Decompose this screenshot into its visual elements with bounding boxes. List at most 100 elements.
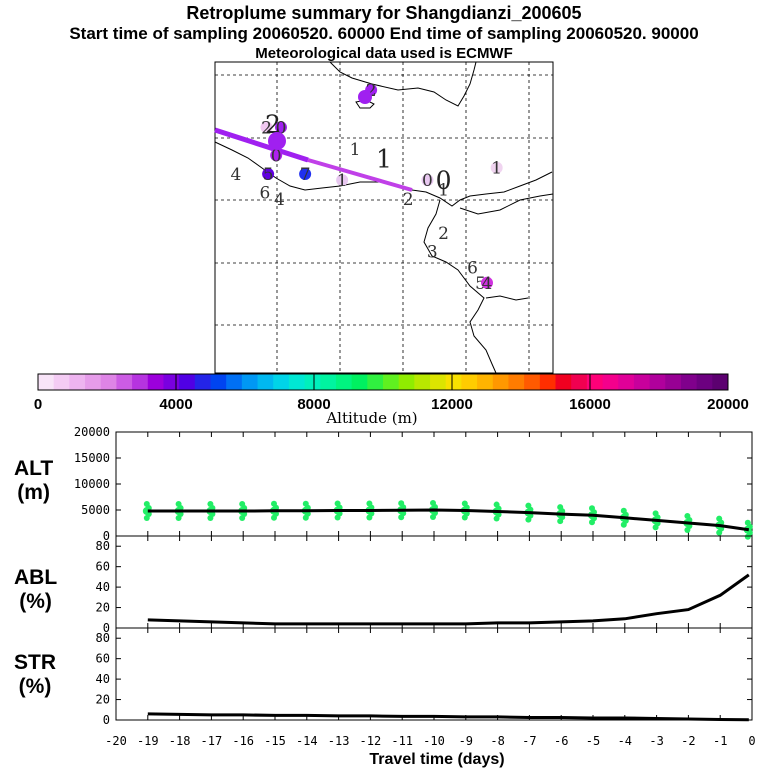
colorbar-swatch bbox=[430, 374, 447, 390]
colorbar-swatch bbox=[304, 374, 321, 390]
colorbar-swatch bbox=[633, 374, 651, 390]
marker-day-label: 2 bbox=[438, 224, 449, 244]
str-ytick-label: 60 bbox=[96, 652, 110, 666]
x-tick-label: -1 bbox=[713, 734, 727, 748]
alt-plume-dot bbox=[302, 514, 309, 521]
marker-day-label: 1 bbox=[350, 140, 361, 160]
colorbar-label: Altitude (m) bbox=[325, 409, 417, 427]
colorbar-frame bbox=[37, 373, 729, 391]
str-ytick-label: 20 bbox=[96, 693, 110, 707]
abl-unit: (%) bbox=[19, 590, 52, 613]
marker-day-label: 7 bbox=[300, 165, 311, 185]
marker-dot bbox=[336, 174, 349, 187]
alt-plume-dot bbox=[684, 527, 691, 533]
colorbar-swatch bbox=[461, 374, 478, 390]
abl-ytick-label: 0 bbox=[103, 621, 110, 635]
x-tick-label: -3 bbox=[649, 734, 663, 748]
str-ytick-label: 80 bbox=[96, 631, 110, 645]
alt-plume-dot bbox=[366, 514, 373, 521]
alt-ytick-label: 5000 bbox=[81, 503, 110, 517]
colorbar-swatch bbox=[85, 374, 102, 390]
marker-day-label: 0 bbox=[271, 146, 282, 166]
coastline-bohai bbox=[423, 199, 497, 374]
alt-plume-dot bbox=[430, 514, 436, 520]
colorbar-tick-label: 0 bbox=[34, 396, 42, 413]
colorbar-swatch bbox=[100, 374, 117, 390]
alt-plume-dot bbox=[175, 515, 182, 522]
alt-plume-dot bbox=[271, 514, 277, 521]
alt-plume-dot bbox=[334, 514, 341, 521]
x-tick-label: -4 bbox=[618, 734, 632, 748]
marker-dot bbox=[490, 161, 503, 174]
time-series-panels: 20000150001000050000806040200806040200-2… bbox=[74, 425, 756, 748]
colorbar-swatch bbox=[38, 374, 55, 390]
str-frame bbox=[115, 627, 753, 721]
marker-day-label: 0 bbox=[422, 171, 433, 191]
colorbar-swatch bbox=[492, 374, 509, 390]
x-tick-label: -20 bbox=[105, 734, 127, 748]
colorbar-swatch bbox=[320, 374, 337, 390]
x-tick-label: -12 bbox=[360, 734, 382, 748]
alt-panel-title: ALT (m) bbox=[14, 457, 53, 505]
abl-ytick-label: 80 bbox=[96, 539, 110, 553]
colorbar-tick-label: 8000 bbox=[297, 396, 330, 413]
str-series-line bbox=[147, 712, 749, 722]
meteo-source: Meteorological data used is ECMWF bbox=[255, 45, 513, 62]
alt-plume-dot bbox=[207, 515, 214, 522]
colorbar-swatch bbox=[398, 374, 415, 390]
chart-title: Retroplume summary for Shangdianzi_20060… bbox=[186, 3, 582, 23]
colorbar-swatch bbox=[508, 374, 525, 390]
colorbar-swatch bbox=[414, 374, 431, 390]
colorbar-swatch bbox=[712, 374, 729, 390]
colorbar-swatch bbox=[194, 374, 211, 390]
colorbar-swatch bbox=[477, 374, 494, 390]
str-ytick-label: 40 bbox=[96, 672, 110, 686]
colorbar-swatch bbox=[163, 374, 180, 390]
x-tick-label: -6 bbox=[554, 734, 568, 748]
colorbar-swatch bbox=[665, 374, 682, 390]
str-name: STR bbox=[14, 651, 56, 674]
colorbar-ticks: 0 4000 8000 12000 16000 20000 bbox=[34, 374, 749, 413]
x-tick-label: -9 bbox=[459, 734, 473, 748]
x-tick-label: -17 bbox=[201, 734, 223, 748]
colorbar: 0 4000 8000 12000 16000 20000 Altitude (m) bbox=[34, 373, 749, 427]
alt-ytick-label: 10000 bbox=[74, 477, 110, 491]
x-tick-label: -14 bbox=[296, 734, 318, 748]
marker-day-label: 1 bbox=[337, 171, 348, 191]
colorbar-swatch bbox=[696, 374, 713, 390]
colorbar-swatch bbox=[383, 374, 400, 390]
str-panel-title: STR (%) bbox=[14, 651, 56, 699]
border-line-north bbox=[329, 61, 477, 107]
colorbar-swatch bbox=[367, 374, 384, 390]
abl-ytick-label: 40 bbox=[96, 580, 110, 594]
alt-plume-dot bbox=[525, 516, 532, 523]
colorbar-swatch bbox=[351, 374, 368, 390]
colorbar-tick-label: 4000 bbox=[159, 396, 192, 413]
alt-plume-dot bbox=[620, 521, 627, 528]
colorbar-swatches bbox=[38, 374, 729, 390]
x-tick-label: -8 bbox=[490, 734, 504, 748]
colorbar-swatch bbox=[147, 374, 164, 390]
alt-panel: 20000 15000 10000 5000 0 bbox=[74, 425, 753, 543]
x-axis-label: Travel time (days) bbox=[369, 751, 504, 768]
colorbar-swatch bbox=[288, 374, 306, 390]
str-ytick-label: 0 bbox=[103, 713, 110, 727]
x-tick-label: -13 bbox=[328, 734, 350, 748]
marker-dot bbox=[260, 121, 273, 134]
marker-day-label: 6 bbox=[259, 184, 270, 204]
plume-day-label: 0 bbox=[436, 166, 452, 195]
x-tick-label: 0 bbox=[748, 734, 755, 748]
x-tick-label: -5 bbox=[586, 734, 600, 748]
map-frame bbox=[214, 61, 554, 374]
alt-plume-dot bbox=[493, 515, 500, 522]
alt-plume-dot bbox=[744, 533, 751, 540]
alt-unit: (m) bbox=[17, 481, 50, 504]
sampling-times: Start time of sampling 20060520. 60000 E… bbox=[69, 24, 699, 43]
marker-dot bbox=[299, 167, 312, 180]
colorbar-swatch bbox=[179, 374, 196, 390]
x-tick-label: -7 bbox=[522, 734, 536, 748]
colorbar-swatch bbox=[680, 374, 698, 390]
marker-day-label: 2 bbox=[366, 81, 377, 101]
marker-day-label: 6 bbox=[467, 258, 478, 278]
